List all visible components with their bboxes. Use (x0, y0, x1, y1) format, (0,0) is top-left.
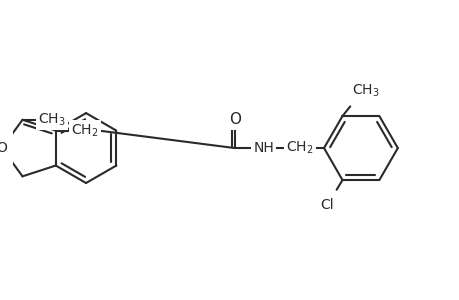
Text: CH$_2$: CH$_2$ (285, 140, 313, 156)
Text: CH$_2$: CH$_2$ (71, 122, 98, 139)
Text: O: O (228, 112, 240, 128)
Text: NH: NH (253, 141, 274, 155)
Text: CH$_3$: CH$_3$ (38, 112, 65, 128)
Text: CH$_3$: CH$_3$ (351, 82, 379, 99)
Text: O: O (0, 141, 7, 155)
Text: Cl: Cl (319, 198, 333, 212)
